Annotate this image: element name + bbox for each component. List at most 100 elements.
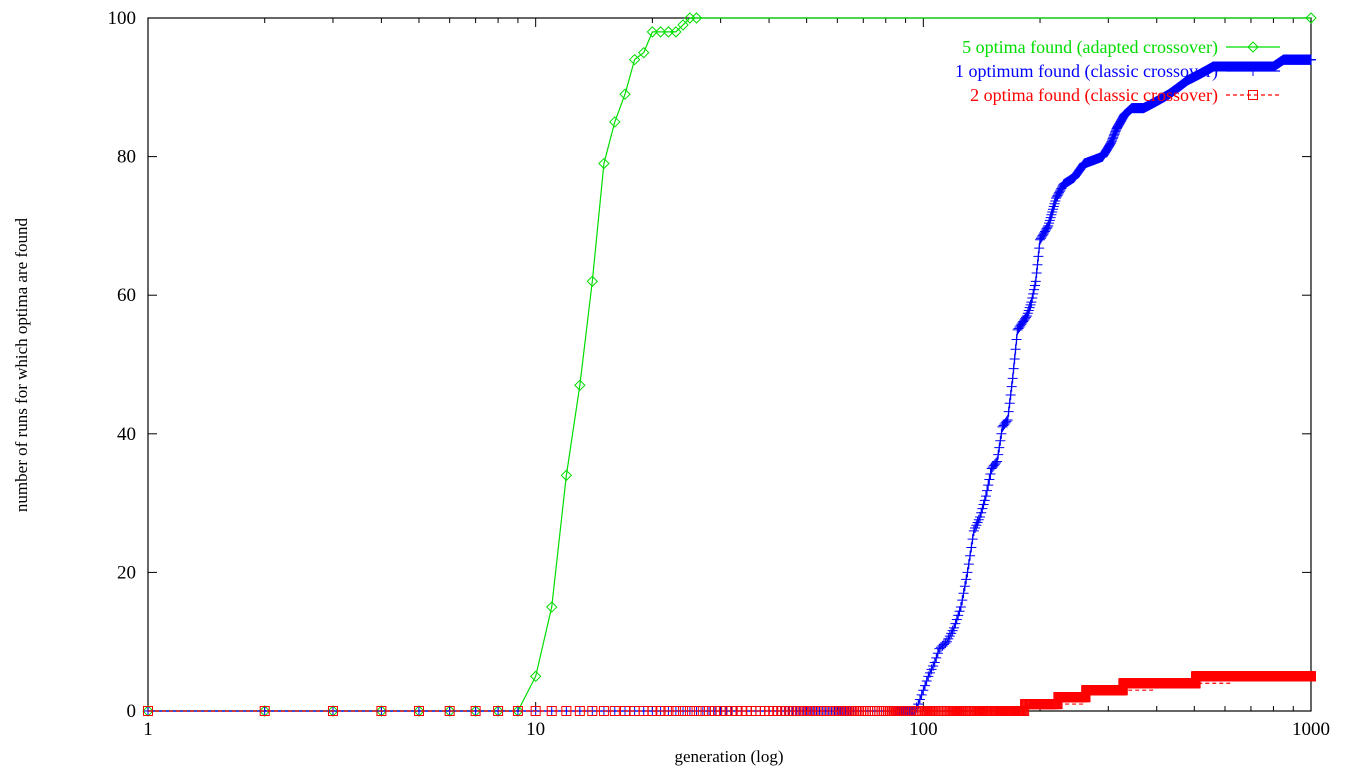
data-point (1049, 198, 1060, 209)
data-point (1051, 191, 1062, 202)
data-point (726, 706, 737, 716)
data-point (470, 706, 481, 716)
data-point (413, 706, 424, 716)
data-point (715, 706, 726, 716)
legend-label: 1 optimum found (classic crossover) (955, 61, 1218, 82)
data-point (941, 636, 952, 647)
data-point (992, 456, 1003, 467)
data-point (1040, 226, 1051, 237)
data-point (946, 628, 957, 639)
data-point (1017, 317, 1028, 328)
data-point (1037, 230, 1048, 241)
series-layer (142, 12, 1317, 717)
series-1 (142, 12, 1317, 717)
data-point (512, 706, 523, 716)
data-point (697, 706, 708, 716)
data-point (546, 706, 557, 716)
data-point (1021, 310, 1032, 321)
data-point (1047, 204, 1058, 215)
y-axis-label: number of runs for which optima are foun… (12, 217, 31, 512)
data-point (587, 706, 598, 716)
data-point (721, 706, 732, 716)
data-point (1045, 212, 1056, 223)
data-point (989, 459, 1000, 470)
data-point (1000, 417, 1011, 428)
data-point (598, 706, 609, 716)
data-point (1009, 353, 1020, 364)
data-point (1109, 128, 1120, 139)
data-point (574, 706, 585, 716)
data-point (1107, 134, 1118, 145)
legend-label: 5 optima found (adapted crossover) (962, 37, 1218, 58)
data-point (1055, 184, 1066, 195)
data-point (1022, 308, 1033, 319)
data-point (1024, 302, 1035, 313)
data-point (991, 457, 1002, 468)
data-point (678, 706, 689, 716)
data-point (1108, 130, 1119, 141)
data-point (529, 670, 542, 683)
data-point (1306, 671, 1316, 682)
data-point (731, 706, 742, 716)
data-point (670, 26, 682, 38)
data-point (1006, 381, 1017, 392)
data-point (973, 514, 984, 525)
data-point (961, 574, 972, 585)
data-point (967, 534, 978, 545)
x-tick-label: 100 (909, 719, 938, 740)
data-point (1041, 223, 1052, 234)
data-point (958, 588, 969, 599)
data-point (913, 699, 924, 710)
data-point (655, 706, 666, 716)
data-point (1043, 220, 1054, 231)
data-point (1040, 225, 1051, 236)
data-point (914, 694, 925, 705)
data-point (949, 622, 960, 633)
data-point (965, 550, 976, 561)
data-point (959, 581, 970, 592)
data-point (1020, 312, 1031, 323)
data-point (962, 567, 973, 578)
data-point (918, 685, 929, 696)
data-point (976, 507, 987, 518)
data-point (1019, 315, 1030, 326)
y-tick-label: 80 (117, 147, 136, 168)
data-point (663, 706, 674, 716)
data-point (598, 157, 610, 170)
data-point (1016, 319, 1027, 330)
data-point (943, 633, 954, 644)
data-point (1031, 268, 1042, 279)
data-point (709, 706, 720, 716)
y-tick-label: 100 (108, 8, 137, 29)
data-point (983, 480, 994, 491)
data-point (1015, 320, 1026, 331)
data-point (1053, 189, 1064, 200)
plot-frame (147, 17, 1312, 712)
series-line (148, 58, 1311, 712)
data-point (1051, 193, 1062, 204)
data-point (1002, 414, 1013, 425)
data-point (1030, 276, 1041, 287)
data-point (546, 601, 558, 613)
data-point (921, 675, 932, 686)
data-point (670, 706, 681, 716)
series-2 (143, 54, 1316, 716)
data-point (1039, 227, 1050, 238)
data-point (1005, 389, 1016, 400)
data-point (993, 449, 1004, 460)
data-point (1042, 222, 1053, 233)
data-point (619, 88, 631, 100)
data-point (980, 491, 991, 502)
data-point (1109, 129, 1120, 140)
x-tick-label: 1000 (1292, 719, 1330, 740)
data-point (1054, 187, 1065, 198)
data-point (628, 53, 641, 66)
data-point (647, 706, 658, 716)
data-point (929, 657, 940, 668)
legend-marker (1248, 66, 1258, 76)
data-point (963, 559, 974, 570)
x-tick-label: 1 (143, 719, 153, 740)
y-tick-label: 40 (117, 424, 136, 445)
legend-marker (1247, 41, 1259, 53)
data-point (1033, 251, 1044, 262)
